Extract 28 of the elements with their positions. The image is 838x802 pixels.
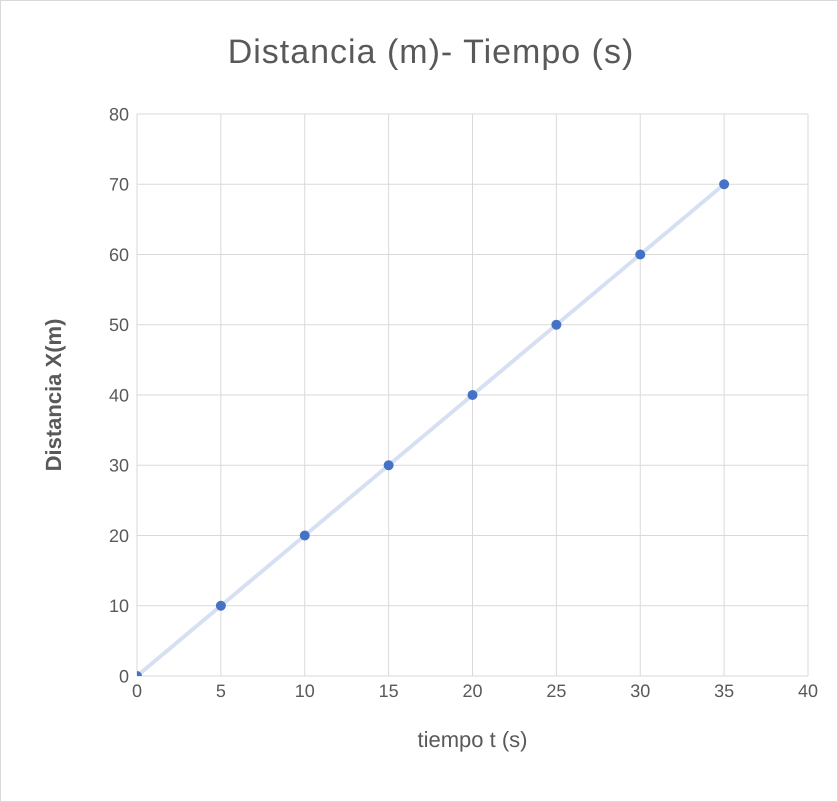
- point: [468, 390, 478, 400]
- point: [719, 179, 730, 190]
- y-tick-label: 20: [108, 526, 129, 546]
- y-tick-label: 10: [108, 596, 129, 616]
- x-tick-label: 40: [798, 680, 818, 701]
- y-tick-label: 40: [108, 385, 129, 406]
- x-tick-label: 5: [216, 680, 226, 701]
- x-tick-label: 20: [462, 680, 483, 701]
- point: [216, 600, 226, 611]
- y-tick-label: 30: [108, 456, 129, 476]
- x-tick-label: 25: [546, 680, 566, 701]
- point: [635, 250, 646, 260]
- point: [300, 530, 310, 540]
- y-axis-title: Distancia X(m): [40, 318, 66, 472]
- y-tick-label: 60: [108, 244, 129, 265]
- point: [384, 460, 394, 470]
- y-tick-label: 0: [118, 666, 129, 686]
- y-tick-label: 50: [108, 315, 129, 336]
- chart-title: Distancia (m)- Tiempo (s): [226, 33, 636, 72]
- x-tick-label: 15: [378, 680, 399, 701]
- x-tick-label: 30: [630, 680, 650, 701]
- y-tick-label: 80: [108, 104, 129, 124]
- y-tick-label: 70: [108, 174, 129, 195]
- point: [551, 320, 562, 330]
- x-tick-label: 35: [714, 680, 734, 701]
- x-axis-title: tiempo t (s): [417, 727, 528, 752]
- x-tick-label: 0: [132, 680, 142, 701]
- x-tick-label: 10: [294, 680, 315, 701]
